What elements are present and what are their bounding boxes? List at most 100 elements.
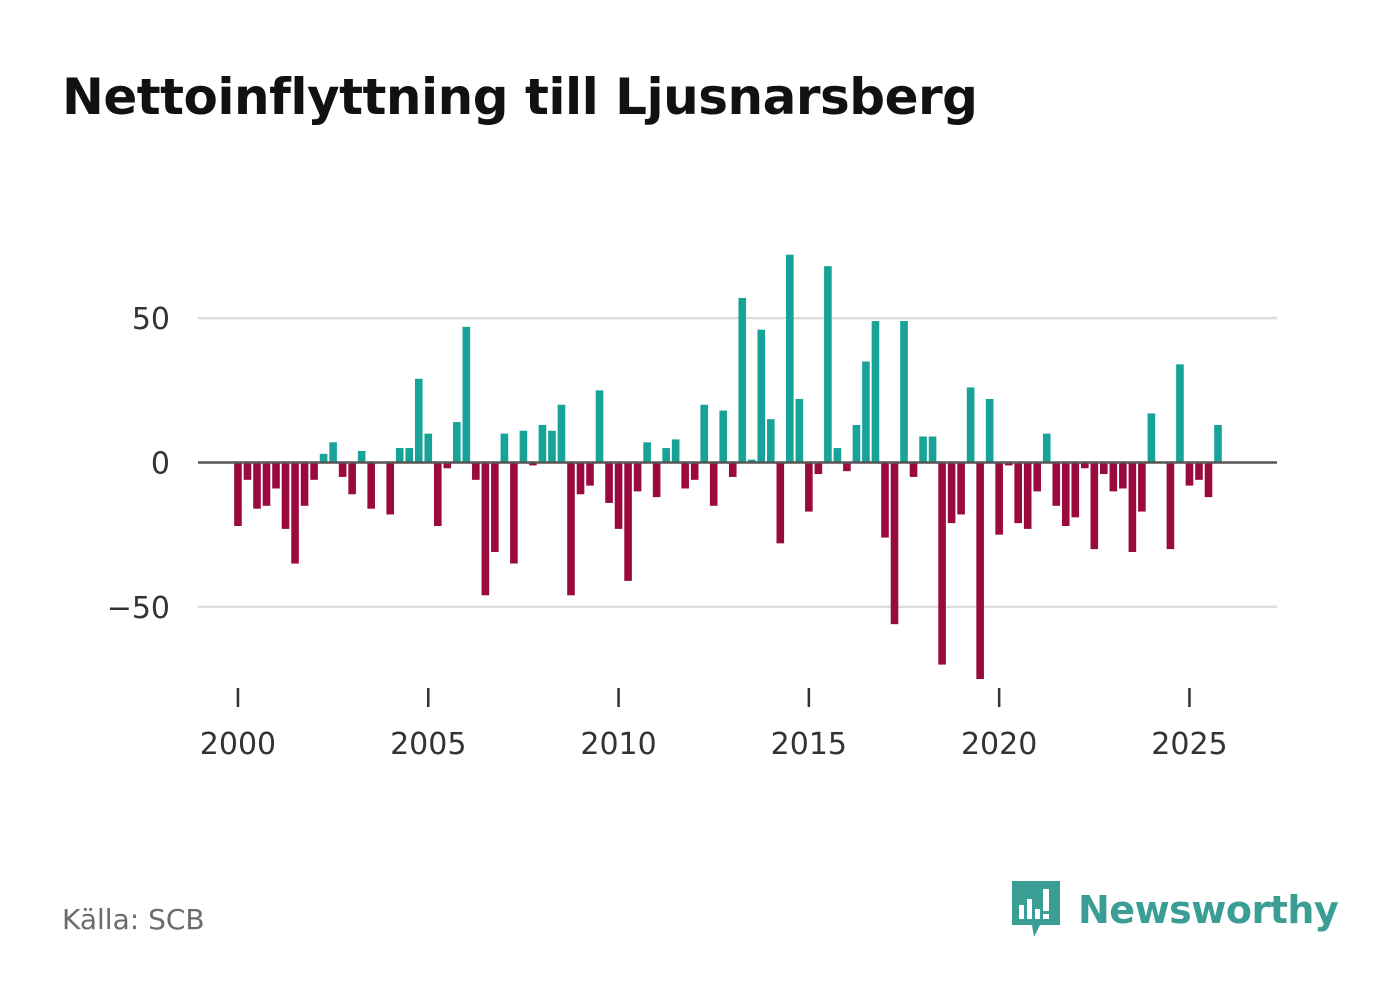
bar [405,448,414,463]
bar [1042,433,1051,463]
bar [633,462,642,492]
x-tick-label: 2000 [200,727,276,762]
bar [871,321,880,463]
bar [643,442,651,463]
bars [234,254,1222,680]
bar [747,459,756,463]
bar [557,404,566,463]
bar [909,462,918,477]
brand-name: Newsworthy [1078,888,1339,932]
bar [1071,462,1080,518]
x-tick-label: 2015 [771,727,847,762]
brand-logo: Newsworthy [1010,878,1339,942]
bar [395,448,404,463]
bar [291,462,299,564]
bar [738,297,747,463]
bar [319,453,328,463]
bar [671,439,680,463]
bar [652,462,661,498]
bar [453,422,461,463]
bar [1166,462,1175,550]
bar [576,462,585,495]
bar [234,462,242,527]
bar [776,462,785,544]
bar [1014,462,1022,524]
bar [614,462,623,529]
bar [890,462,899,625]
bar [947,462,956,524]
bar [1052,462,1061,506]
bar [519,430,528,463]
bar [1033,462,1042,492]
bar [253,462,261,509]
bar [1023,462,1032,529]
bar [595,390,604,463]
bar [852,424,861,463]
bar [1214,424,1222,463]
bar [928,436,937,463]
bar [367,462,375,509]
bar [481,462,490,596]
newsworthy-logo-icon [1012,881,1060,937]
bar [1138,462,1146,512]
bar [728,462,737,477]
bar [919,436,927,463]
bar [386,462,395,515]
y-tick-label: −50 [107,591,170,626]
bar [586,462,594,486]
source-note: Källa: SCB [62,903,205,936]
bar [985,398,994,463]
bar [757,329,766,463]
grid-lines [198,316,1277,609]
bar [1147,413,1156,463]
tick-labels: 50 0 −50 2000 2005 2010 2015 2020 2025 [107,302,1228,762]
bar [348,462,356,495]
bar [719,410,728,463]
bar [567,462,575,596]
x-tick-label: 2025 [1151,727,1227,762]
y-tick-label: 50 [132,302,170,337]
bar [357,450,366,463]
bar [1204,462,1213,498]
bar [824,266,832,463]
bar [243,462,252,480]
bar [1128,462,1137,552]
bar [805,462,813,512]
bar [529,462,537,466]
bar [662,448,670,463]
bar [700,404,709,463]
bar [690,462,699,480]
bar [1109,462,1118,492]
bar [966,387,975,463]
bar [433,462,442,527]
bar [976,462,984,680]
bar [424,433,433,463]
bar [709,462,718,506]
bar [900,321,908,463]
bar [995,462,1003,535]
bar [814,462,823,475]
bar [462,326,471,463]
bar [1100,462,1108,475]
x-tick-label: 2010 [580,727,656,762]
bar [491,462,499,552]
bar [605,462,613,503]
bar [1090,462,1099,550]
bar [1185,462,1194,486]
bar [1004,462,1013,466]
bar [338,462,347,477]
x-tick-label: 2005 [390,727,466,762]
bar [833,448,842,463]
bar [329,442,337,463]
bar [538,424,547,463]
bar [1061,462,1070,527]
bar [881,462,889,538]
bar [681,462,689,489]
bar [472,462,480,480]
bar [281,462,290,529]
bar [624,462,632,581]
bar [510,462,518,564]
bar [443,462,452,469]
bar [938,462,946,665]
